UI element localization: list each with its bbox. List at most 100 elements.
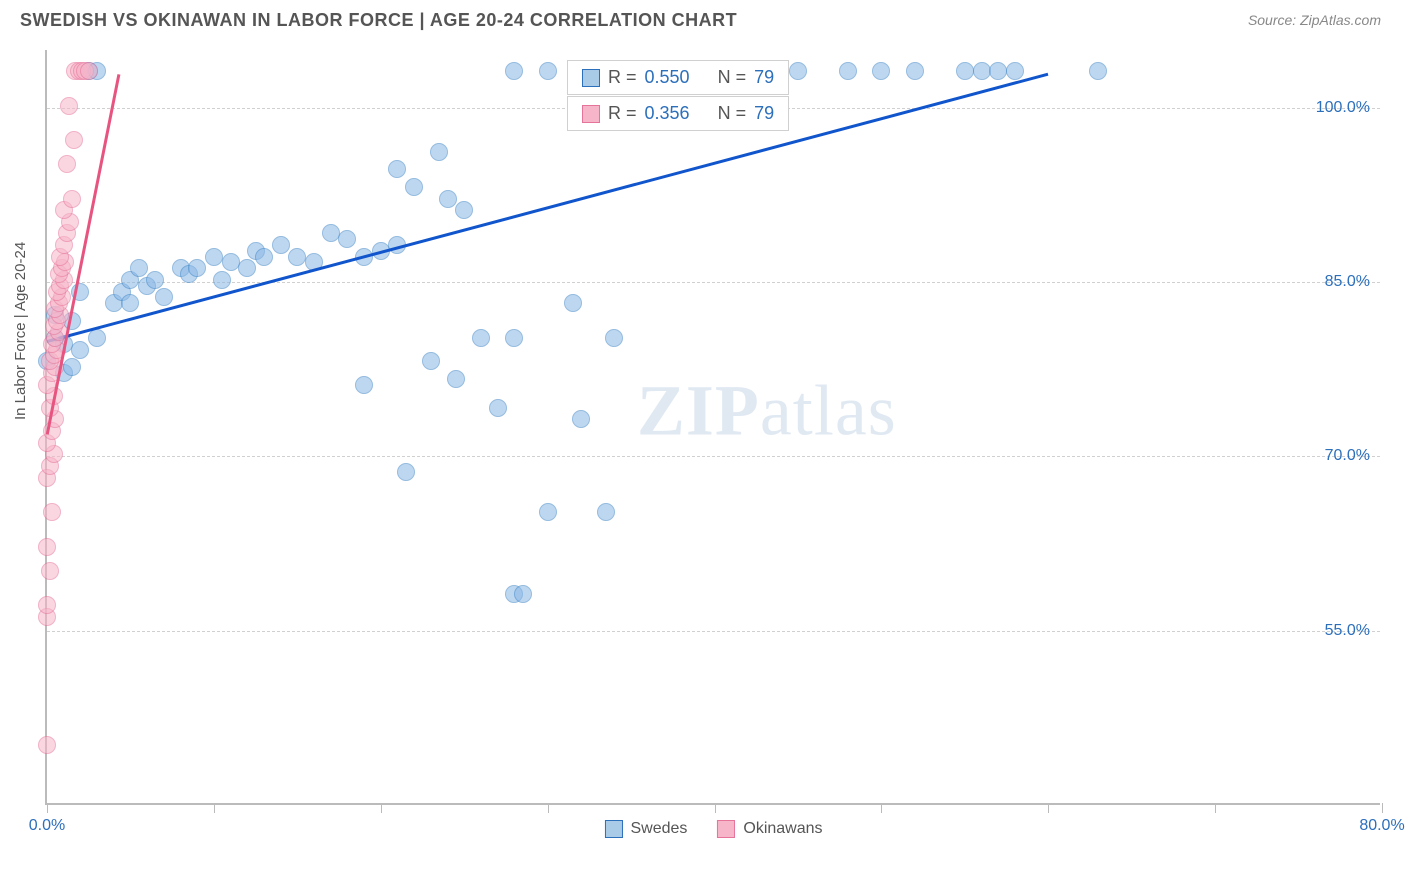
data-point xyxy=(255,248,273,266)
bottom-legend: Swedes Okinawans xyxy=(604,820,822,838)
watermark-b: atlas xyxy=(760,371,897,451)
data-point xyxy=(405,178,423,196)
x-tick xyxy=(381,803,382,813)
data-point xyxy=(71,341,89,359)
data-point xyxy=(130,259,148,277)
y-tick-label: 100.0% xyxy=(1316,99,1370,117)
data-point xyxy=(956,62,974,80)
data-point xyxy=(397,463,415,481)
watermark-a: ZIP xyxy=(637,371,760,451)
legend-item: Okinawans xyxy=(717,820,822,838)
r-value: 0.550 xyxy=(645,67,690,88)
legend-swatch xyxy=(604,820,622,838)
n-label: N = xyxy=(718,103,747,124)
gridline xyxy=(47,456,1380,457)
data-point xyxy=(1089,62,1107,80)
x-tick xyxy=(214,803,215,813)
legend-item: Swedes xyxy=(604,820,687,838)
data-point xyxy=(288,248,306,266)
data-point xyxy=(38,538,56,556)
n-label: N = xyxy=(718,67,747,88)
r-value: 0.356 xyxy=(645,103,690,124)
x-tick xyxy=(47,803,48,813)
y-axis-label: In Labor Force | Age 20-24 xyxy=(12,242,29,420)
data-point xyxy=(539,503,557,521)
data-point xyxy=(222,253,240,271)
data-point xyxy=(505,329,523,347)
legend-swatch xyxy=(717,820,735,838)
data-point xyxy=(447,370,465,388)
data-point xyxy=(272,236,290,254)
data-point xyxy=(906,62,924,80)
x-tick-label: 0.0% xyxy=(29,817,65,835)
data-point xyxy=(597,503,615,521)
y-tick-label: 70.0% xyxy=(1325,447,1370,465)
stats-box: R = 0.550 N = 79 xyxy=(567,60,789,95)
data-point xyxy=(41,562,59,580)
data-point xyxy=(572,410,590,428)
legend-swatch xyxy=(582,105,600,123)
data-point xyxy=(155,288,173,306)
data-point xyxy=(839,62,857,80)
gridline xyxy=(47,282,1380,283)
r-label: R = xyxy=(608,67,637,88)
data-point xyxy=(80,62,98,80)
r-label: R = xyxy=(608,103,637,124)
x-tick xyxy=(1048,803,1049,813)
data-point xyxy=(489,399,507,417)
data-point xyxy=(564,294,582,312)
data-point xyxy=(514,585,532,603)
y-tick-label: 55.0% xyxy=(1325,622,1370,640)
data-point xyxy=(65,131,83,149)
data-point xyxy=(789,62,807,80)
data-point xyxy=(213,271,231,289)
x-tick xyxy=(548,803,549,813)
data-point xyxy=(505,62,523,80)
chart-plot-area: ZIPatlas 55.0%70.0%85.0%100.0%0.0%80.0%R… xyxy=(45,50,1380,805)
data-point xyxy=(989,62,1007,80)
data-point xyxy=(63,190,81,208)
x-tick xyxy=(1382,803,1383,813)
data-point xyxy=(58,155,76,173)
data-point xyxy=(472,329,490,347)
y-tick-label: 85.0% xyxy=(1325,273,1370,291)
source-label: Source: ZipAtlas.com xyxy=(1248,12,1381,28)
data-point xyxy=(38,596,56,614)
x-tick xyxy=(1215,803,1216,813)
data-point xyxy=(439,190,457,208)
data-point xyxy=(188,259,206,277)
data-point xyxy=(872,62,890,80)
data-point xyxy=(63,358,81,376)
n-value: 79 xyxy=(754,67,774,88)
data-point xyxy=(205,248,223,266)
n-value: 79 xyxy=(754,103,774,124)
legend-label: Swedes xyxy=(630,820,687,838)
data-point xyxy=(1006,62,1024,80)
data-point xyxy=(38,736,56,754)
x-tick xyxy=(881,803,882,813)
data-point xyxy=(238,259,256,277)
data-point xyxy=(539,62,557,80)
data-point xyxy=(355,376,373,394)
data-point xyxy=(60,97,78,115)
data-point xyxy=(388,160,406,178)
trend-line xyxy=(47,73,1049,343)
data-point xyxy=(430,143,448,161)
data-point xyxy=(338,230,356,248)
chart-title: SWEDISH VS OKINAWAN IN LABOR FORCE | AGE… xyxy=(20,10,737,31)
data-point xyxy=(973,62,991,80)
gridline xyxy=(47,631,1380,632)
data-point xyxy=(455,201,473,219)
legend-swatch xyxy=(582,69,600,87)
data-point xyxy=(605,329,623,347)
data-point xyxy=(43,503,61,521)
watermark: ZIPatlas xyxy=(637,370,897,453)
stats-box: R = 0.356 N = 79 xyxy=(567,96,789,131)
data-point xyxy=(121,294,139,312)
data-point xyxy=(88,329,106,347)
legend-label: Okinawans xyxy=(743,820,822,838)
data-point xyxy=(422,352,440,370)
data-point xyxy=(322,224,340,242)
data-point xyxy=(146,271,164,289)
x-tick xyxy=(715,803,716,813)
